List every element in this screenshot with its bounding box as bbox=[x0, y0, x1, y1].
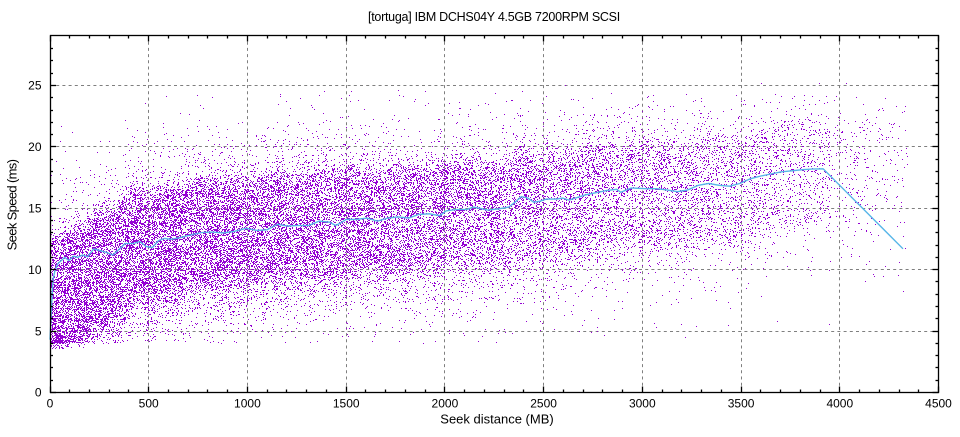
svg-text:3500: 3500 bbox=[728, 397, 755, 411]
svg-text:20: 20 bbox=[28, 140, 42, 154]
svg-text:3000: 3000 bbox=[629, 397, 656, 411]
svg-text:1000: 1000 bbox=[234, 397, 261, 411]
svg-text:4500: 4500 bbox=[925, 397, 952, 411]
svg-text:0: 0 bbox=[35, 386, 42, 400]
svg-text:500: 500 bbox=[139, 397, 159, 411]
svg-text:Seek distance (MB): Seek distance (MB) bbox=[440, 412, 553, 427]
svg-text:0: 0 bbox=[47, 397, 54, 411]
svg-text:[tortuga] IBM DCHS04Y 4.5GB 72: [tortuga] IBM DCHS04Y 4.5GB 7200RPM SCSI bbox=[368, 10, 620, 24]
svg-text:5: 5 bbox=[35, 324, 42, 338]
svg-text:15: 15 bbox=[28, 202, 42, 216]
svg-text:25: 25 bbox=[28, 79, 42, 93]
svg-text:2000: 2000 bbox=[432, 397, 459, 411]
svg-text:4000: 4000 bbox=[826, 397, 853, 411]
svg-text:10: 10 bbox=[28, 263, 42, 277]
svg-text:Seek Speed (ms): Seek Speed (ms) bbox=[5, 159, 20, 250]
svg-text:1500: 1500 bbox=[333, 397, 360, 411]
svg-text:2500: 2500 bbox=[530, 397, 557, 411]
